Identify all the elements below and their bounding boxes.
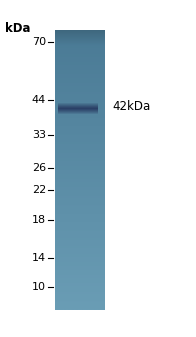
Text: kDa: kDa bbox=[5, 22, 31, 35]
Text: 18: 18 bbox=[32, 215, 46, 225]
Text: 70: 70 bbox=[32, 37, 46, 47]
Text: 44: 44 bbox=[32, 95, 46, 105]
Text: 14: 14 bbox=[32, 253, 46, 263]
Text: 42kDa: 42kDa bbox=[112, 100, 150, 114]
Text: 22: 22 bbox=[32, 185, 46, 195]
Text: 26: 26 bbox=[32, 163, 46, 173]
Text: 10: 10 bbox=[32, 282, 46, 292]
Text: 33: 33 bbox=[32, 130, 46, 140]
